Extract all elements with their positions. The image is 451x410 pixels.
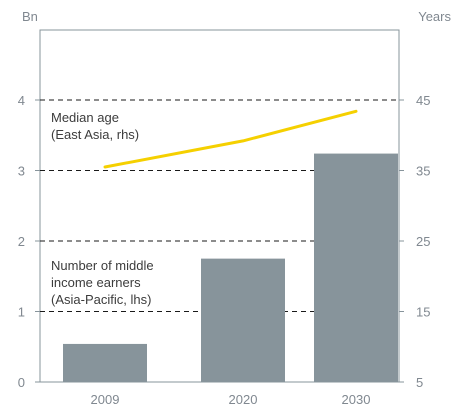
x-tick-label-2030: 2030 [342,392,371,407]
x-axis: 2009 2020 2030 [91,392,371,407]
middle-income-label-line1: Number of middle [51,258,154,273]
median-age-line-group [103,109,358,169]
bar-2020 [201,258,285,382]
right-tick-label-15: 15 [416,305,430,320]
median-age-line [103,109,358,169]
left-tick-label-1: 1 [18,305,25,320]
x-tick-label-2020: 2020 [229,392,258,407]
left-tick-label-4: 4 [18,93,25,108]
bar-2030 [314,153,398,382]
right-tick-label-25: 25 [416,234,430,249]
middle-income-label-line3: (Asia-Pacific, lhs) [51,292,151,307]
left-axis-unit: Bn [22,9,38,24]
right-tick-label-5: 5 [416,375,423,390]
right-tick-label-45: 45 [416,93,430,108]
bars [63,153,398,382]
right-axis-unit: Years [418,9,451,24]
middle-income-annotation: Number of middle income earners (Asia-Pa… [51,258,154,307]
median-age-label-line2: (East Asia, rhs) [51,127,139,142]
left-axis: 0 1 2 3 4 [18,93,40,390]
left-tick-label-2: 2 [18,234,25,249]
left-tick-label-0: 0 [18,375,25,390]
right-tick-label-35: 35 [416,164,430,179]
median-age-label-line1: Median age [51,110,119,125]
median-age-annotation: Median age (East Asia, rhs) [51,110,139,142]
x-tick-label-2009: 2009 [91,392,120,407]
middle-income-label-line2: income earners [51,275,141,290]
left-tick-label-3: 3 [18,164,25,179]
bar-2009 [63,343,147,382]
right-axis: 5 15 25 35 45 [399,93,430,390]
